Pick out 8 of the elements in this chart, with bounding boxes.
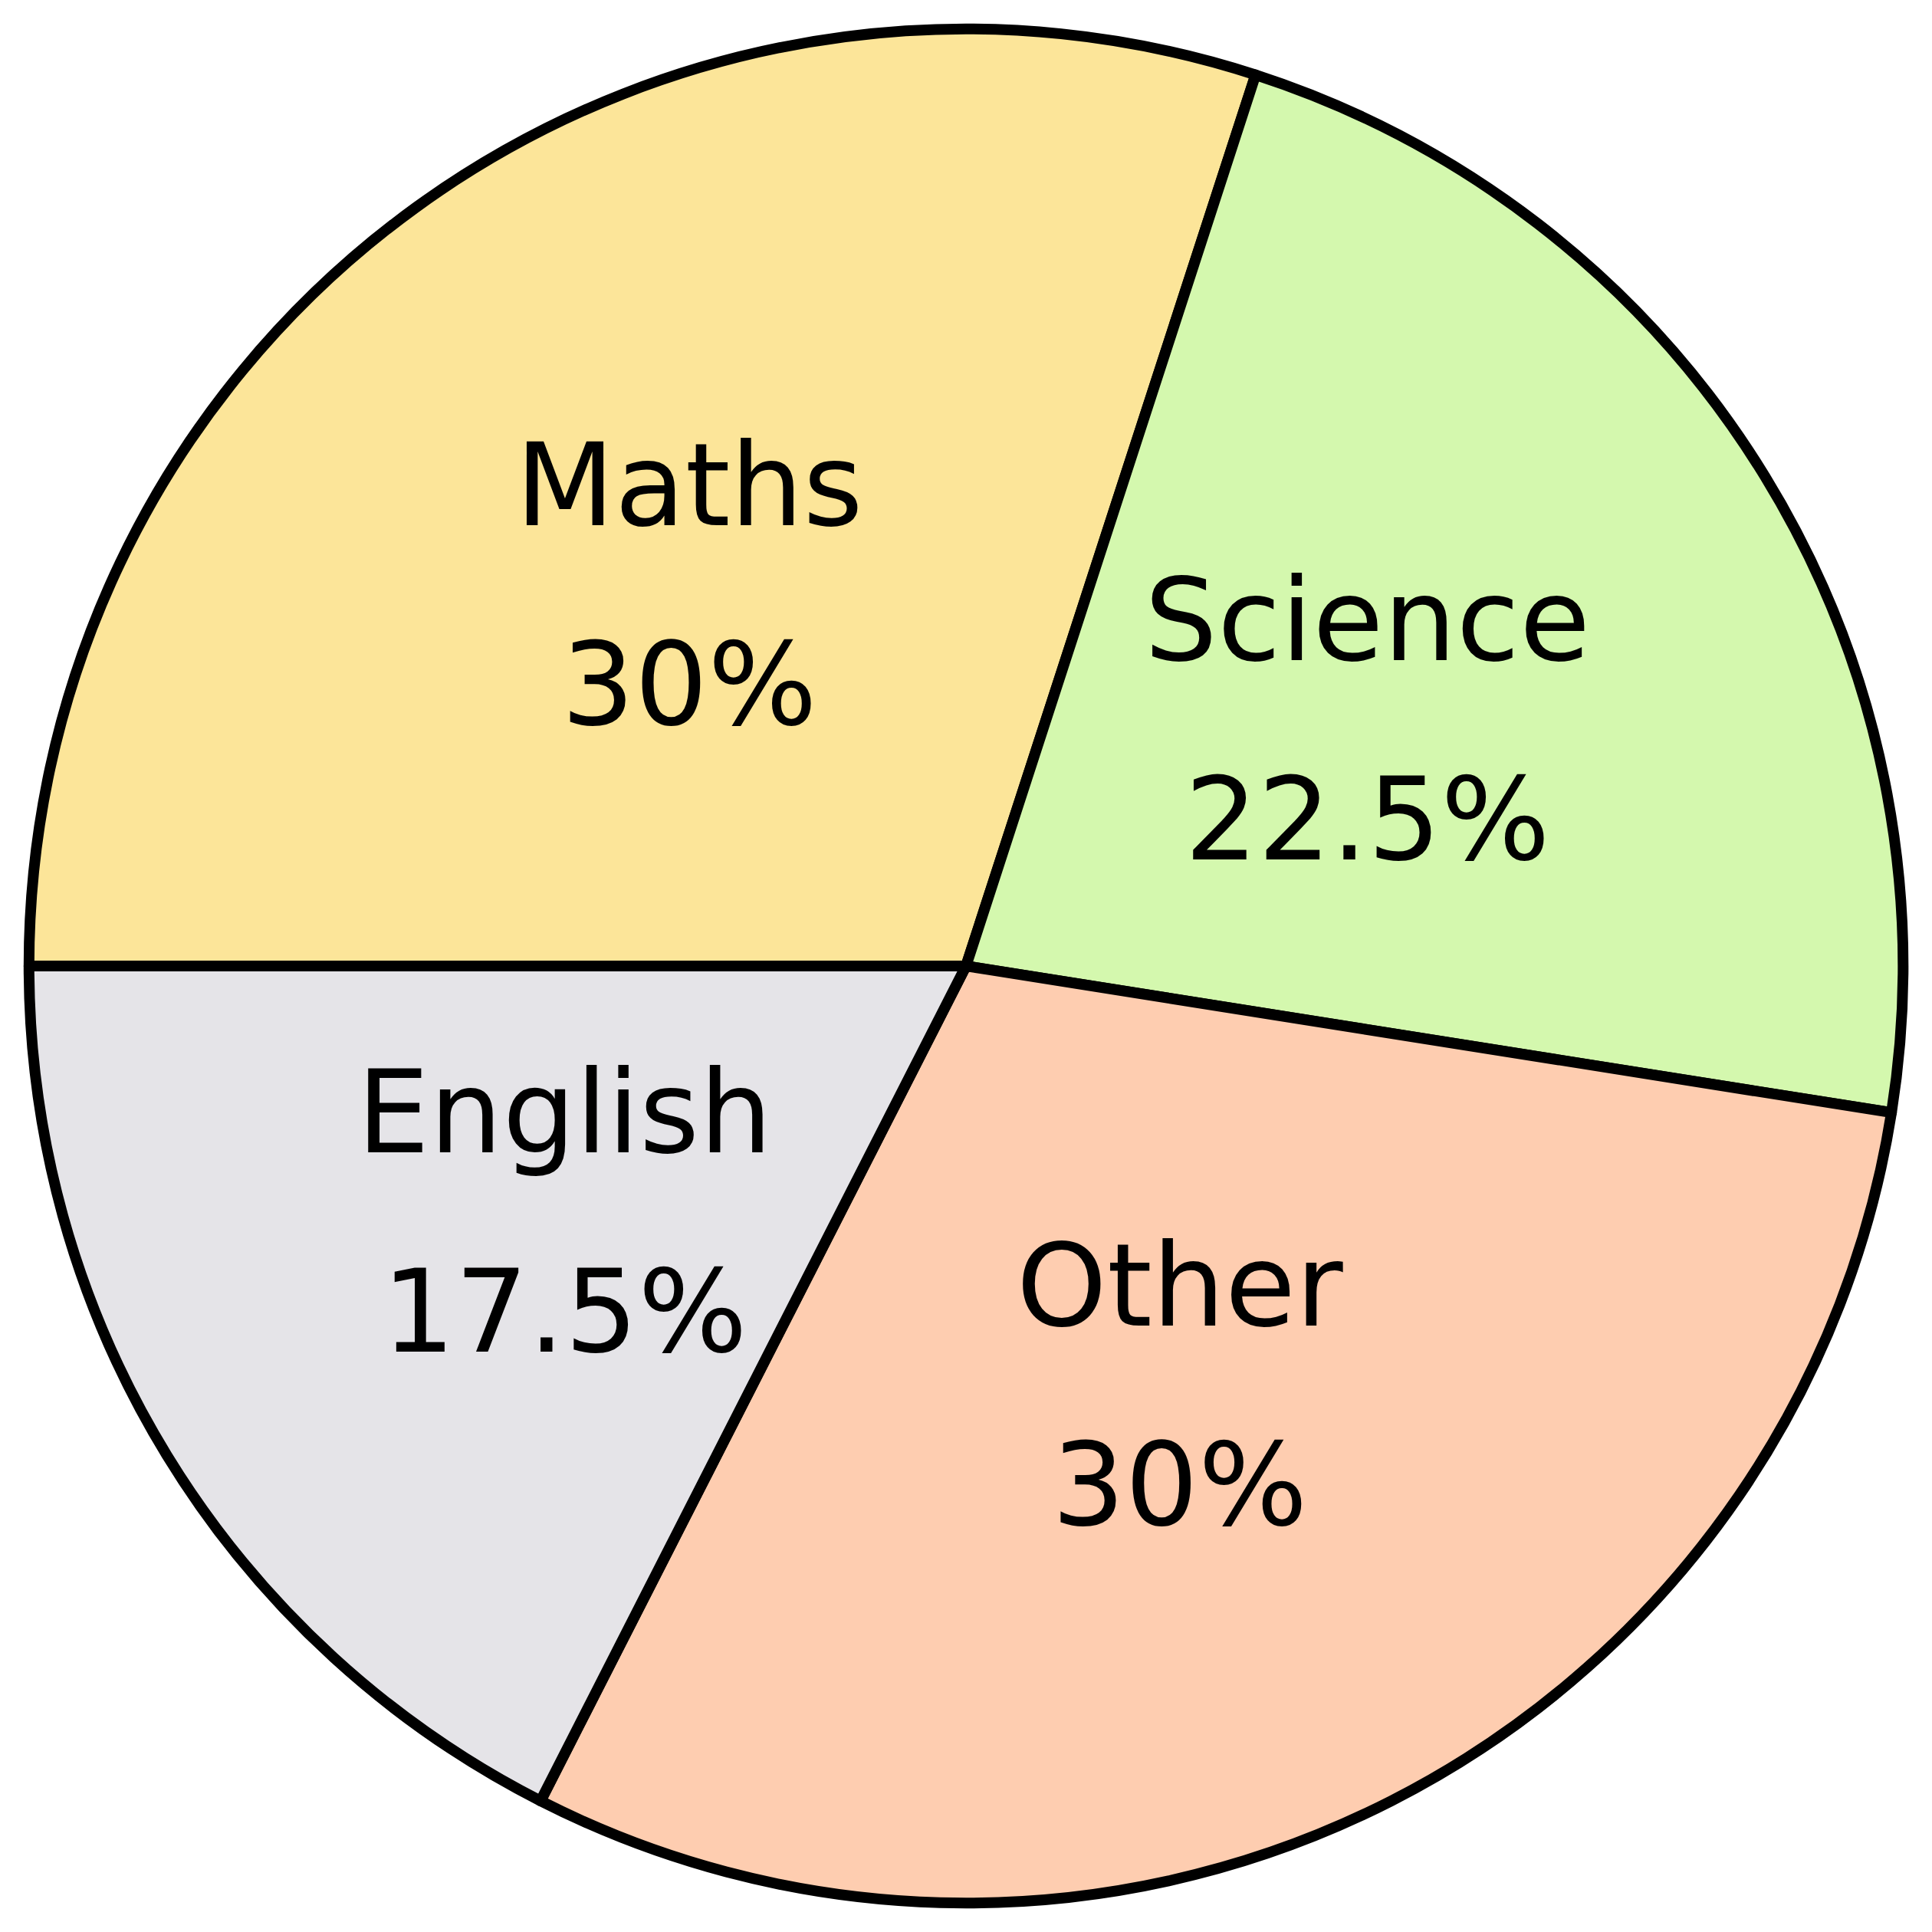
slice-label: Maths (515, 419, 863, 553)
slice-label: English (356, 1045, 773, 1179)
data-label: 30% (561, 618, 817, 752)
data-label: 17.5% (382, 1244, 748, 1378)
slice-label: Science (1144, 554, 1591, 688)
data-label: 30% (1052, 1418, 1308, 1552)
data-label: 22.5% (1184, 753, 1550, 887)
slice-label: Other (1016, 1219, 1344, 1353)
